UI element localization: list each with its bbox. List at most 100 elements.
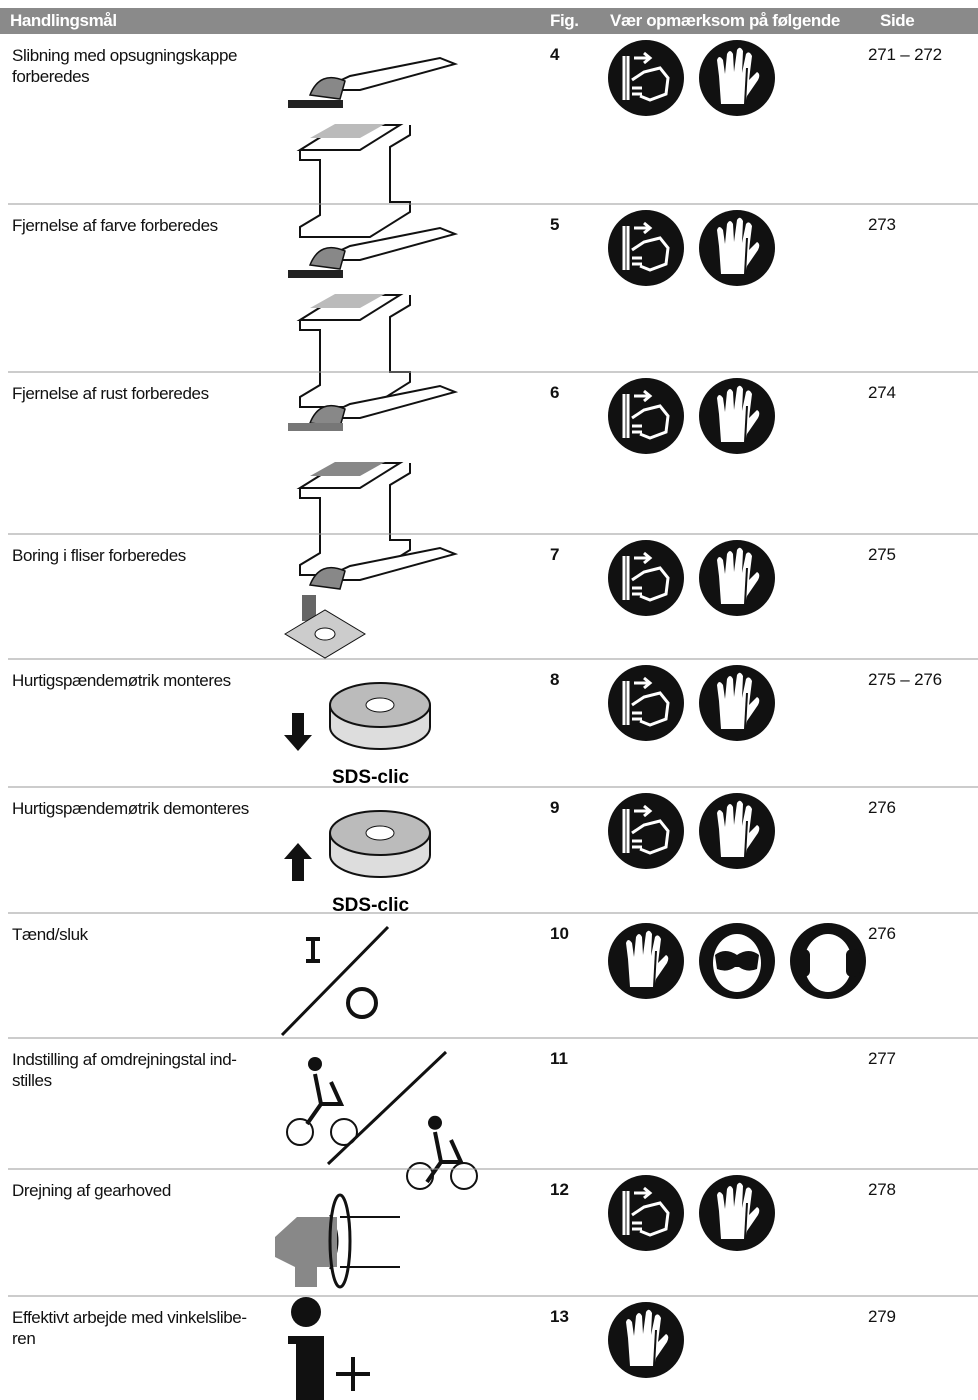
glove [717,672,760,729]
safety-icon [608,1175,684,1251]
hand-plug [631,66,670,102]
grinder-head [308,77,346,100]
action-cell: Fjernelse af rust forberedes [12,384,209,403]
grinder-head [308,567,346,590]
figure-cell: 7 [550,545,560,564]
page-cell: 273 [868,215,896,234]
safety-icon [699,40,775,116]
safety-icon [699,540,775,616]
glove-back [744,237,748,275]
glove-back [744,405,748,443]
figure-cell: 11 [550,1049,568,1068]
header-cell: Handlingsmål [10,11,117,30]
rotate-arrow [328,1193,352,1289]
header-cell: Vær opmærksom på følgende [610,11,840,30]
figure-illustration: SDS-clic [284,810,431,916]
figure-cell: 8 [550,670,560,689]
glove [626,930,669,987]
action-cell: Effektivt arbejde med vinkelslibe- ren [12,1308,247,1348]
figure-cell: 6 [550,383,560,402]
glove-back [744,567,748,605]
icon-disc [608,540,684,616]
wheel [330,1118,358,1146]
rider-head [308,1057,322,1071]
i-beam [296,124,411,238]
plug-bar [622,226,630,270]
grinder-head [308,405,346,428]
action-cell: Tænd/sluk [12,925,88,944]
plug-bar [622,1191,630,1235]
grinder [319,226,459,261]
safety-icon [608,378,684,454]
glove-back [744,1202,748,1240]
safety-icon [699,378,775,454]
action-cell: Hurtigspændemøtrik monteres [12,671,231,690]
figure-illustration [284,546,459,659]
wheel [286,1118,314,1146]
page-cell: 276 [868,924,896,943]
header-cell: Fig. [550,11,579,30]
goggles [715,951,759,971]
arrow [634,389,653,403]
arrow [634,221,653,235]
glove [717,217,760,274]
head [804,934,852,992]
page-cell: 278 [868,1180,896,1199]
plug-bar [622,556,630,600]
hand-plug [631,566,670,602]
hand-plug [631,691,670,727]
page-cell: 271 – 272 [868,45,942,64]
page-cell: 274 [868,383,896,402]
safety-icon [699,793,775,869]
page-cell: 279 [868,1307,896,1326]
glove [717,800,760,857]
hand-plug [631,819,670,855]
figure-cell: 12 [550,1180,569,1199]
figure-illustration [288,226,459,408]
safety-icon [608,665,684,741]
figure-label: SDS-clic [332,767,410,788]
figure-cell: 4 [550,45,560,64]
tool-disc [288,100,343,108]
arrow [284,713,312,751]
figure-illustration [288,384,459,576]
work-surface [310,294,385,308]
off-symbol [346,987,378,1019]
grinder [319,546,459,581]
figure-cell: 5 [550,215,560,234]
glove [626,1309,669,1366]
figure-cell: 9 [550,798,560,817]
grinder [319,384,459,419]
earmuff [846,949,860,977]
figure-illustration [286,1050,478,1190]
plug-bar [622,394,630,438]
glove [717,385,760,442]
page-cell: 275 [868,545,896,564]
glove-back [744,67,748,105]
arrow [634,676,653,690]
nut-hole [365,825,395,841]
action-cell: Boring i fliser forberedes [12,546,186,565]
glove [717,547,760,604]
earmuff [796,949,810,977]
safety-icon [699,210,775,286]
safety-icon [699,923,775,999]
header-cell: Side [880,11,915,30]
action-cell: Hurtigspændemøtrik demonteres [12,799,249,818]
safety-icon [608,793,684,869]
drill-bit [302,595,316,621]
figure-illustration [275,1193,400,1289]
figure-label: SDS-clic [332,895,410,916]
safety-icon [608,923,684,999]
work-surface [310,462,385,476]
arrow [634,551,653,565]
glove-back [653,1329,657,1367]
glove-back [744,820,748,858]
safety-icon [608,540,684,616]
action-cell: Drejning af gearhoved [12,1181,171,1200]
glove [717,47,760,104]
plus [336,1357,370,1391]
action-cell: Indstilling af omdrejningstal ind- still… [12,1050,237,1090]
